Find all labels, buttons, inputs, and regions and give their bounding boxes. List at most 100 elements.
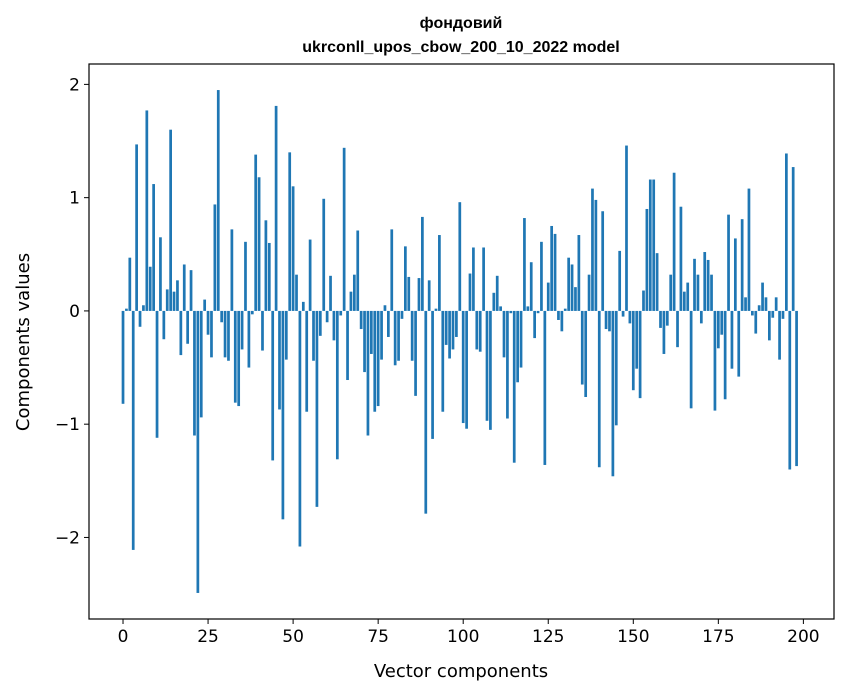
x-axis-ticks: 0 25 50 75 100 125 150 175 200: [118, 619, 820, 647]
bar-72: [366, 310, 370, 436]
bar-138: [591, 188, 594, 311]
bar-73: [369, 310, 373, 354]
bar-26: [210, 310, 213, 358]
bar-110: [495, 275, 499, 311]
bar-68: [352, 274, 356, 311]
bar-117: [519, 310, 523, 368]
chart-title-line-1: фондовий: [420, 15, 503, 32]
bar-75: [376, 310, 380, 407]
bar-12: [162, 310, 166, 340]
bar-49: [288, 152, 292, 311]
bar-182: [740, 219, 744, 311]
bar-124: [543, 310, 547, 465]
bar-179: [730, 310, 734, 369]
bar-85: [410, 310, 414, 361]
bar-55: [308, 239, 312, 311]
bar-145: [614, 310, 618, 426]
bar-25: [206, 310, 210, 335]
bar-1: [125, 308, 128, 311]
bar-48: [284, 310, 288, 360]
bar-82: [400, 310, 404, 319]
y-tick-label--1: −1: [55, 415, 80, 435]
bar-131: [567, 257, 571, 311]
bar-167: [689, 310, 693, 409]
y-axis-ticks: −2 −1 0 1 2: [55, 75, 89, 548]
bar-143: [608, 310, 611, 332]
bar-3: [131, 310, 135, 550]
bar-147: [621, 310, 625, 317]
bar-23: [199, 310, 203, 418]
bar-35: [240, 310, 244, 350]
bar-118: [523, 218, 526, 311]
bar-134: [577, 235, 581, 311]
bar-171: [703, 252, 707, 311]
bar-125: [546, 282, 550, 311]
bar-103: [472, 247, 475, 311]
chart-title-line-2: ukrconll_upos_cbow_200_10_2022 model: [302, 39, 619, 56]
bar-58: [318, 310, 322, 336]
bar-33: [233, 310, 237, 403]
bar-102: [468, 273, 472, 311]
bar-89: [424, 310, 428, 514]
x-tick-label-75: 75: [367, 627, 389, 647]
bar-128: [557, 310, 560, 320]
y-tick-label-1: 1: [69, 189, 80, 209]
bar-104: [475, 310, 479, 350]
bar-189: [764, 297, 768, 311]
bar-2: [128, 257, 132, 311]
bar-155: [648, 179, 652, 311]
bar-90: [427, 280, 431, 311]
bar-87: [417, 278, 421, 311]
bar-0: [121, 310, 125, 404]
bar-14: [169, 129, 172, 311]
plot-frame: [88, 63, 835, 620]
bar-64: [339, 310, 343, 316]
bar-88: [421, 216, 424, 311]
bar-198: [795, 310, 798, 467]
bar-111: [499, 306, 502, 311]
bar-45: [274, 105, 278, 311]
bar-19: [186, 310, 190, 344]
bar-116: [516, 310, 519, 383]
bar-170: [699, 310, 703, 324]
bar-15: [172, 291, 176, 311]
bar-140: [597, 310, 601, 468]
bar-41: [261, 310, 264, 351]
bar-121: [533, 310, 536, 339]
bar-22: [196, 310, 200, 593]
x-tick-label-125: 125: [532, 627, 564, 647]
bar-86: [414, 310, 417, 396]
bar-53: [301, 301, 305, 311]
bar-136: [584, 310, 588, 397]
bar-54: [305, 310, 309, 412]
bar-191: [771, 310, 775, 318]
bar-57: [315, 310, 319, 507]
bar-67: [349, 291, 353, 311]
bar-197: [791, 167, 795, 311]
bar-186: [754, 310, 758, 334]
bar-183: [744, 297, 747, 311]
bar-126: [550, 225, 554, 311]
bar-150: [631, 310, 635, 391]
bar-120: [529, 262, 533, 311]
bar-105: [478, 310, 482, 352]
bar-7: [145, 110, 149, 311]
bar-24: [203, 299, 207, 311]
x-axis-label: Vector components: [374, 661, 548, 682]
bar-160: [665, 310, 669, 326]
bar-9: [152, 184, 155, 311]
bar-92: [434, 308, 438, 311]
bar-36: [244, 241, 247, 311]
bar-135: [580, 310, 584, 385]
bar-13: [165, 289, 169, 311]
bar-109: [492, 292, 496, 311]
bar-66: [346, 310, 349, 381]
bar-4: [135, 144, 138, 311]
y-axis-label: Components values: [13, 253, 34, 431]
x-tick-label-175: 175: [702, 627, 734, 647]
bar-78: [387, 310, 390, 337]
bar-52: [298, 310, 302, 547]
bar-127: [553, 233, 557, 311]
bar-98: [455, 310, 458, 337]
x-tick-label-200: 200: [787, 627, 819, 647]
